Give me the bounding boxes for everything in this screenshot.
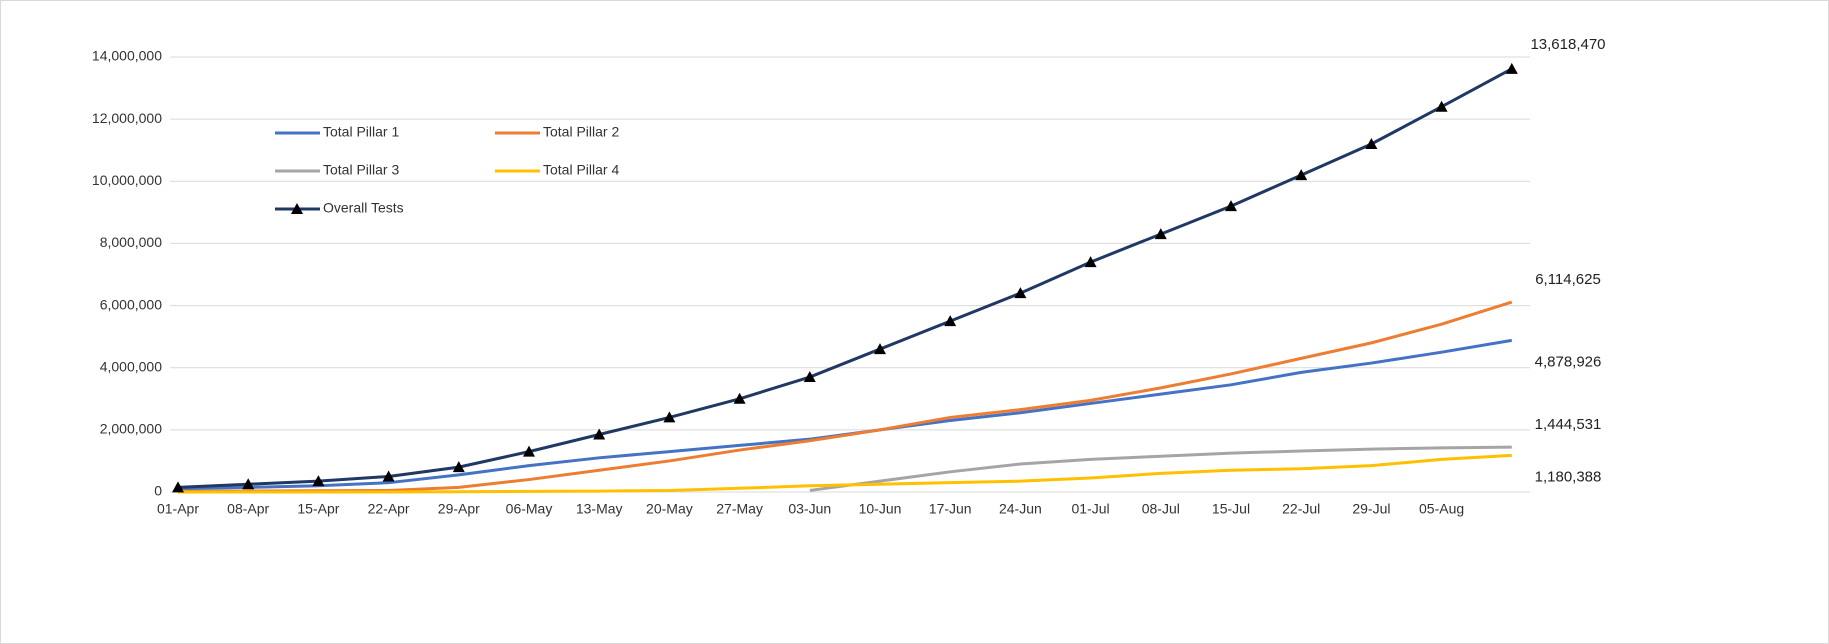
y-tick-label: 8,000,000 — [100, 234, 162, 250]
data-label: 1,444,531 — [1535, 416, 1602, 433]
x-tick-label: 08-Apr — [227, 501, 269, 517]
y-tick-label: 14,000,000 — [92, 48, 162, 64]
marker — [1154, 228, 1167, 240]
marker — [382, 470, 395, 482]
marker — [874, 343, 886, 355]
data-label: 4,878,926 — [1535, 353, 1602, 370]
marker — [312, 475, 325, 487]
series-line — [178, 453, 1512, 494]
marker — [1365, 138, 1378, 149]
y-tick-label: 6,000,000 — [100, 296, 162, 312]
x-tick-label: 01-Apr — [157, 501, 199, 517]
marker — [733, 392, 746, 404]
marker — [523, 445, 535, 457]
marker — [1225, 200, 1237, 212]
y-tick-label: 2,000,000 — [100, 421, 162, 437]
x-tick-label: 13-May — [576, 501, 623, 517]
legend-label: Total Pillar 2 — [543, 124, 619, 140]
marker — [242, 478, 255, 490]
y-tick-label: 4,000,000 — [100, 358, 162, 374]
x-tick-label: 05-Aug — [1419, 501, 1464, 517]
marker — [1084, 256, 1097, 268]
y-tick-label: 10,000,000 — [92, 172, 162, 188]
data-label: 6,114,625 — [1535, 271, 1601, 288]
y-tick-label: 0 — [154, 483, 162, 499]
marker — [172, 481, 184, 493]
legend-label: Total Pillar 4 — [543, 162, 619, 178]
x-tick-label: 01-Jul — [1072, 501, 1110, 517]
legend-label: Total Pillar 3 — [323, 162, 399, 178]
data-label: 1,180,388 — [1535, 468, 1602, 485]
x-tick-label: 29-Jul — [1352, 501, 1390, 517]
marker — [944, 315, 957, 327]
legend-label: Overall Tests — [323, 200, 404, 216]
marker — [1505, 62, 1518, 74]
y-tick-label: 12,000,000 — [92, 110, 162, 126]
series-line — [177, 300, 1513, 493]
x-tick-label: 15-Jul — [1212, 501, 1250, 517]
data-label: 13,618,470 — [1530, 36, 1605, 53]
marker — [1295, 169, 1308, 181]
x-tick-label: 22-Apr — [368, 501, 410, 517]
marker — [803, 371, 816, 383]
marker — [1014, 287, 1027, 299]
x-tick-label: 24-Jun — [999, 501, 1042, 517]
marker — [663, 411, 676, 423]
marker — [1435, 100, 1448, 112]
x-tick-label: 22-Jul — [1282, 501, 1320, 517]
x-tick-label: 03-Jun — [788, 501, 831, 517]
x-tick-label: 10-Jun — [859, 501, 902, 517]
series-line — [809, 445, 1512, 492]
x-tick-label: 08-Jul — [1142, 501, 1180, 517]
x-tick-label: 29-Apr — [438, 501, 480, 517]
x-tick-label: 20-May — [646, 501, 693, 517]
marker — [452, 461, 465, 473]
series-line — [177, 67, 1513, 489]
marker — [593, 428, 606, 440]
x-tick-label: 17-Jun — [929, 501, 972, 517]
x-tick-label: 06-May — [506, 501, 553, 517]
x-tick-label: 15-Apr — [297, 501, 339, 517]
legend-label: Total Pillar 1 — [323, 124, 399, 140]
legend-marker — [291, 203, 303, 214]
x-tick-label: 27-May — [716, 501, 763, 517]
